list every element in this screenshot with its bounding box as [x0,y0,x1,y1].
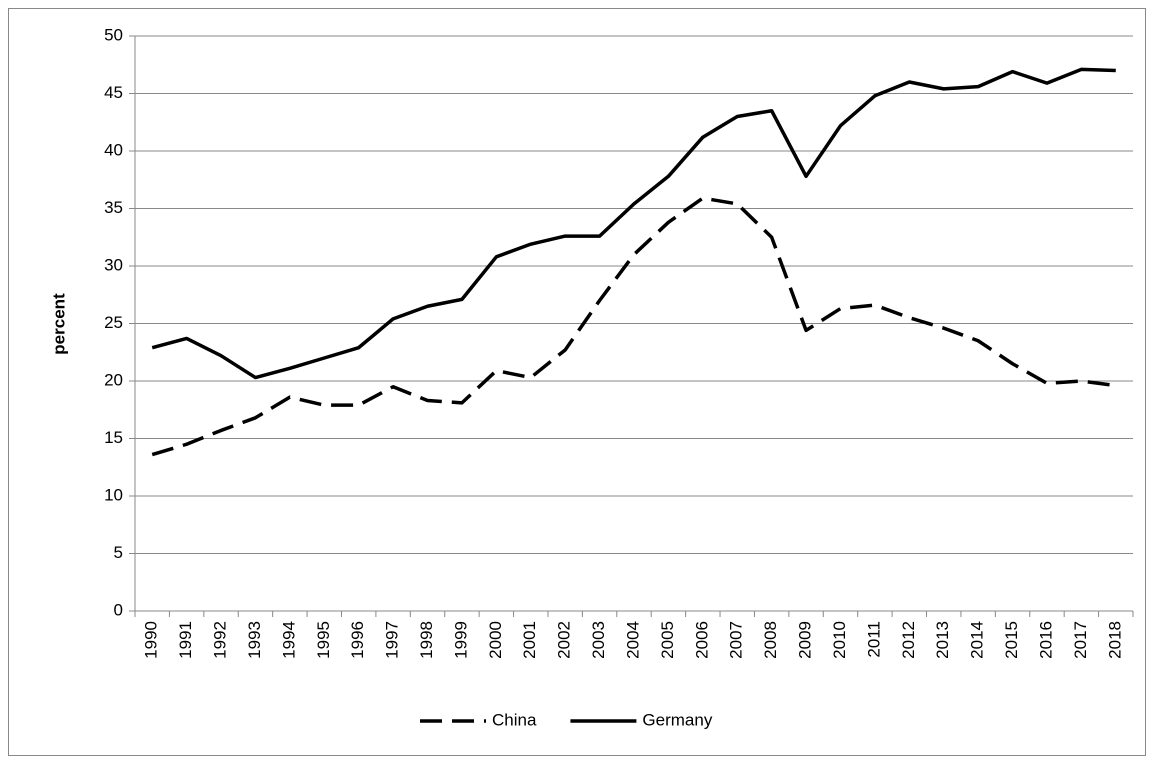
y-tick-label: 40 [104,140,123,159]
x-tick-label: 2010 [830,621,849,659]
y-tick-label: 0 [114,600,123,619]
x-tick-label: 2009 [796,621,815,659]
x-tick-label: 1998 [417,621,436,659]
x-tick-label: 2014 [968,621,987,659]
x-tick-label: 2015 [1002,621,1021,659]
x-tick-label: 2011 [864,621,883,658]
y-tick-label: 10 [104,485,123,504]
x-tick-label: 1997 [383,621,402,659]
x-tick-label: 2003 [589,621,608,659]
x-tick-label: 2001 [520,621,539,659]
x-tick-label: 2002 [555,621,574,659]
legend-label: Germany [642,710,712,729]
x-tick-label: 2004 [623,621,642,659]
y-tick-label: 15 [104,428,123,447]
line-series [151,67,1116,380]
x-tick-label: 2005 [658,621,677,659]
x-tick-label: 2013 [933,621,952,659]
line-series [151,196,1117,457]
y-tick-label: 5 [114,543,123,562]
x-tick-label: 2006 [692,621,711,659]
y-tick-label: 20 [104,370,123,389]
x-tick-label: 2016 [1036,621,1055,659]
x-tick-label: 1999 [451,621,470,659]
chart-border [8,8,1146,756]
x-tick-label: 2008 [761,621,780,659]
x-tick-label: 2018 [1105,621,1124,659]
x-tick-label: 1990 [142,621,161,659]
x-tick-label: 2017 [1071,621,1090,659]
x-tick-label: 1996 [348,621,367,659]
x-tick-label: 2000 [486,621,505,659]
x-tick-label: 1992 [211,621,230,659]
x-tick-label: 1994 [279,621,298,659]
x-tick-label: 2012 [899,621,918,659]
y-tick-label: 30 [104,255,123,274]
y-tick-label: 50 [104,25,123,44]
x-tick-label: 1991 [176,621,195,659]
legend-label: China [492,710,537,729]
y-tick-label: 45 [104,83,123,102]
x-tick-label: 2007 [727,621,746,659]
x-tick-label: 1995 [314,621,333,659]
y-tick-label: 25 [104,313,123,332]
y-tick-label: 35 [104,198,123,217]
x-tick-label: 1993 [245,621,264,659]
y-axis-label: percent [49,293,68,355]
